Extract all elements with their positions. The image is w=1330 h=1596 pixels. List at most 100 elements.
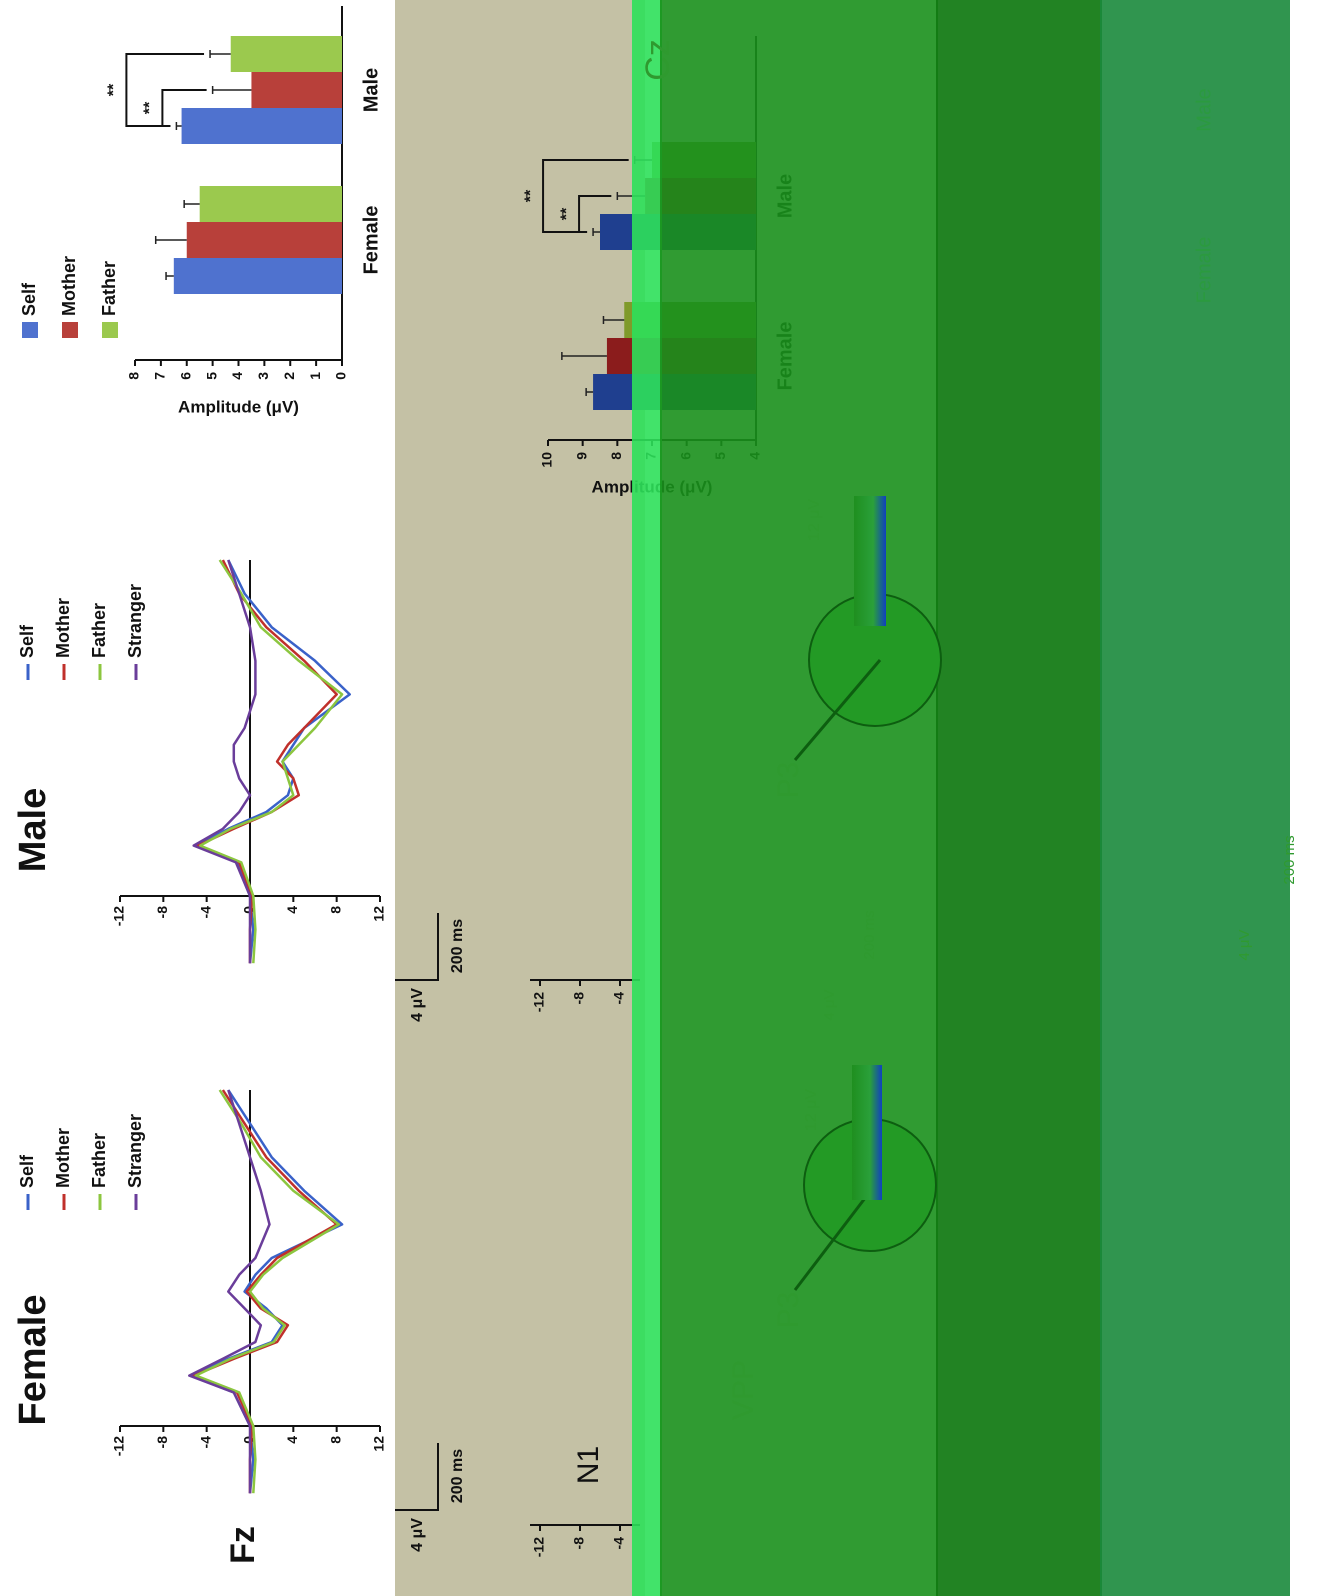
panel-label: P3 xyxy=(772,1292,805,1329)
y-axis-label: Amplitude (μV) xyxy=(178,397,299,416)
legend-swatch xyxy=(102,322,118,338)
bar xyxy=(251,72,342,108)
y-tick-label: -8 xyxy=(571,1537,587,1550)
y-tick-label: 4 xyxy=(284,906,300,914)
legend-swatch xyxy=(62,322,78,338)
scale-x-label: 200 ms xyxy=(449,1449,466,1503)
panel-label: 4 μV xyxy=(821,989,838,1020)
significance-label: ** xyxy=(106,83,123,96)
significance-label: ** xyxy=(558,207,575,220)
scale-x-label: 200 ms xyxy=(449,919,466,973)
erp-line xyxy=(192,1089,338,1494)
y-tick-label: -4 xyxy=(611,1537,627,1550)
y-tick-label: -4 xyxy=(197,906,213,919)
legend-label: Mother xyxy=(59,256,79,316)
scale-y-label: 4 μV xyxy=(409,1518,426,1552)
y-tick-label: 8 xyxy=(608,452,624,460)
panel-label: 200 ms xyxy=(1281,835,1298,884)
significance-bracket xyxy=(125,53,205,127)
x-tick-label: Female xyxy=(360,206,382,275)
y-tick-label: 8 xyxy=(327,1436,343,1444)
y-tick-label: -12 xyxy=(111,906,127,926)
y-tick-label: 8 xyxy=(327,906,343,914)
y-tick-label: 12 xyxy=(371,906,387,922)
overlay-labels: N1 VPP P3 P3 Cz Female Male 12 μV 12 μV 200 ms 4 μ… xyxy=(572,39,1298,1484)
panel-label: 200 ms xyxy=(861,910,878,959)
overlay-band xyxy=(1100,0,1290,1596)
y-tick-label: 2 xyxy=(281,372,297,380)
tan-band xyxy=(395,0,645,1596)
y-tick-label: 0 xyxy=(333,372,349,380)
y-tick-label: 0 xyxy=(241,906,257,914)
panel-title: Male xyxy=(12,788,54,872)
error-bar xyxy=(561,352,607,360)
significance-label: ** xyxy=(522,189,539,202)
legend-label: Mother xyxy=(53,598,73,658)
panel-label: 4 μV xyxy=(1236,929,1253,960)
y-tick-label: -12 xyxy=(111,1436,127,1456)
bar xyxy=(199,186,342,222)
legend-swatch xyxy=(22,322,38,338)
y-tick-label: 4 xyxy=(284,1436,300,1444)
scale-bar xyxy=(395,913,439,981)
erp-line xyxy=(188,1089,271,1494)
legend-label: Self xyxy=(17,1154,37,1188)
overlay-band xyxy=(936,0,1102,1596)
panel-label: Male xyxy=(1193,88,1215,131)
y-tick-label: 3 xyxy=(255,372,271,380)
panel-label: Female xyxy=(1193,237,1215,304)
significance-bracket xyxy=(542,159,629,233)
error-bar xyxy=(592,228,600,236)
error-bar xyxy=(211,86,252,94)
error-bar xyxy=(183,200,200,208)
pointer-arrow xyxy=(793,1184,877,1291)
error-bar xyxy=(154,236,187,244)
y-tick-label: -8 xyxy=(571,992,587,1005)
colorbar xyxy=(852,1065,882,1200)
y-tick-label: -4 xyxy=(611,992,627,1005)
legend-label: Father xyxy=(99,261,119,316)
erp-line xyxy=(196,559,338,964)
bar xyxy=(186,222,342,258)
overlay-band xyxy=(660,0,938,1596)
bar xyxy=(230,36,342,72)
y-tick-label: 0 xyxy=(241,1436,257,1444)
y-tick-label: 6 xyxy=(177,372,193,380)
y-tick-label: -12 xyxy=(531,1537,547,1557)
overlay-band xyxy=(632,0,662,1596)
legend-label: Self xyxy=(19,282,39,316)
y-tick-label: -12 xyxy=(531,992,547,1012)
panel-label: 12 μV xyxy=(806,499,823,541)
legend-label: Stranger xyxy=(125,584,145,658)
pointer-arrow xyxy=(793,659,882,761)
significance-label: ** xyxy=(142,101,159,114)
erp-line xyxy=(192,559,257,964)
error-bar xyxy=(602,316,625,324)
error-bar xyxy=(175,122,182,130)
y-tick-label: -8 xyxy=(154,1436,170,1449)
panel-label: VPP xyxy=(727,1360,760,1420)
panel-label: N1 xyxy=(572,1446,605,1484)
y-tick-label: 12 xyxy=(371,1436,387,1452)
y-tick-label: 10 xyxy=(539,452,555,468)
y-tick-label: -8 xyxy=(154,906,170,919)
erp-line xyxy=(198,559,344,964)
colorbar xyxy=(854,496,886,626)
scale-bar xyxy=(395,1443,439,1511)
bar xyxy=(173,258,342,294)
error-bar xyxy=(165,272,174,280)
y-tick-label: 4 xyxy=(229,372,245,380)
x-tick-label: Male xyxy=(360,68,382,112)
panel-label: P3 xyxy=(772,762,805,799)
legend-label: Father xyxy=(89,1133,109,1188)
bar xyxy=(181,108,342,144)
scale-y-label: 4 μV xyxy=(409,988,426,1022)
legend-label: Stranger xyxy=(125,1114,145,1188)
legend-label: Mother xyxy=(53,1128,73,1188)
erp-line xyxy=(194,1089,341,1494)
electrode-label: Fz xyxy=(224,1526,262,1564)
panel-label: 12 μV xyxy=(803,1089,820,1131)
y-tick-label: -4 xyxy=(197,1436,213,1449)
y-tick-label: 8 xyxy=(126,372,142,380)
